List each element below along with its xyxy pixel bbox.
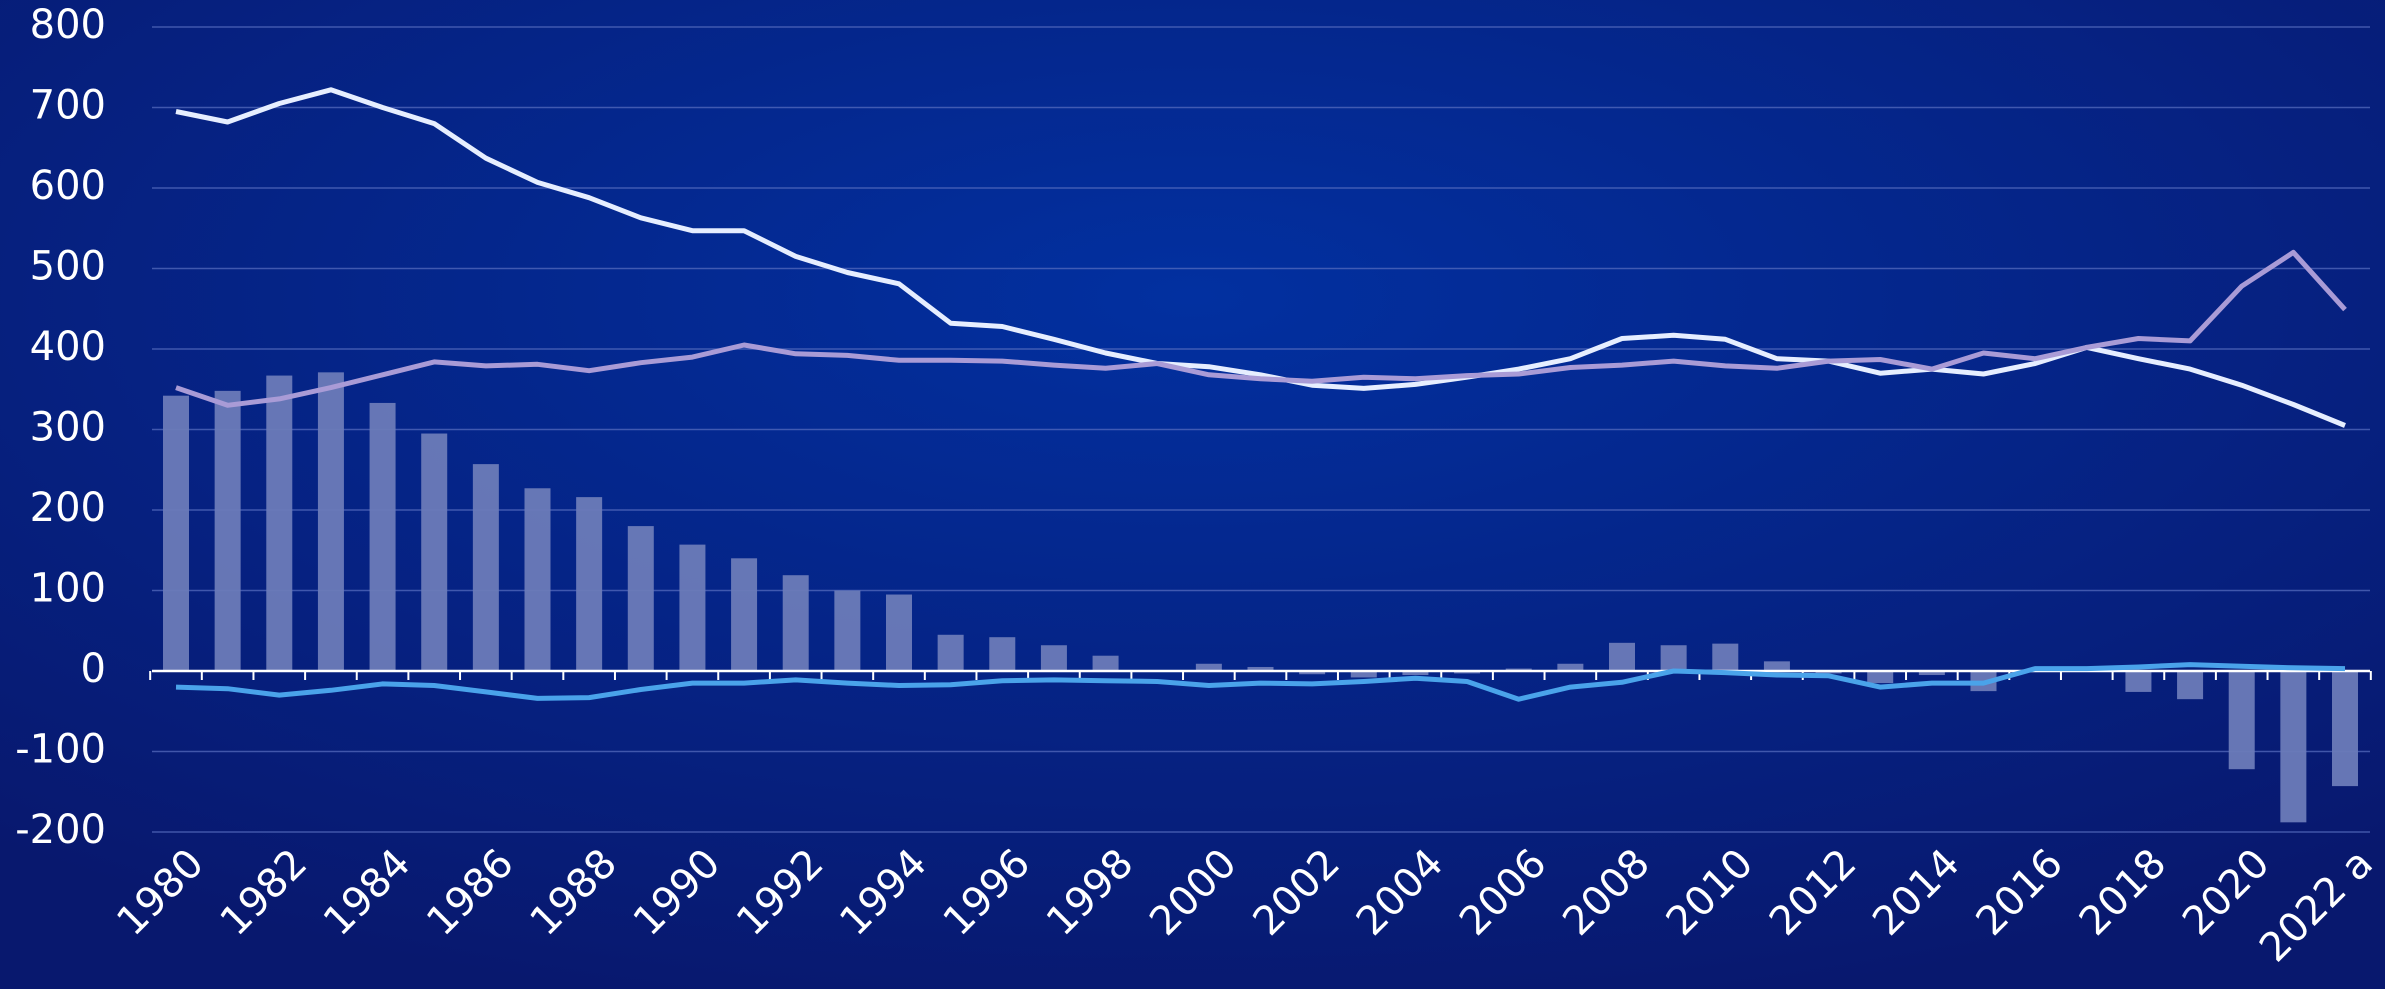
bar (2177, 671, 2204, 700)
bar (421, 433, 448, 671)
bar (369, 402, 396, 671)
bar (937, 634, 964, 671)
bar (317, 372, 344, 671)
line (175, 249, 2347, 408)
bar (1350, 671, 1377, 678)
bar (266, 375, 293, 671)
bar (524, 488, 551, 671)
bar (472, 464, 499, 671)
y-tick-label: 500 (30, 244, 106, 290)
bar (1609, 642, 1635, 671)
bar (1557, 663, 1584, 671)
y-tick-label: 300 (30, 405, 106, 451)
line (175, 662, 2346, 702)
y-tick-label: 200 (30, 485, 106, 531)
y-tick-label: 700 (30, 83, 106, 129)
bar (576, 497, 603, 671)
line (175, 87, 2346, 428)
y-tick-label: -200 (15, 807, 106, 853)
bar (1040, 645, 1067, 671)
bar (1402, 671, 1429, 676)
y-tick-label: 0 (81, 646, 106, 692)
bar (2280, 671, 2307, 823)
bar (1195, 663, 1222, 671)
bar (2125, 671, 2152, 692)
bar (731, 558, 758, 671)
bar (2228, 671, 2255, 770)
bar (1763, 661, 1790, 671)
bar (1918, 671, 1945, 676)
bar (782, 575, 809, 671)
y-tick-label: -100 (15, 727, 106, 773)
bar (1247, 666, 1274, 671)
bar (886, 594, 912, 671)
bar (214, 390, 241, 671)
bar (1660, 645, 1687, 671)
bar (989, 637, 1016, 671)
y-tick-label: 600 (30, 163, 106, 209)
bar (1092, 655, 1119, 671)
bar (1299, 671, 1326, 675)
y-tick-label: 100 (30, 566, 106, 612)
bar (1867, 671, 1894, 684)
y-tick-label: 800 (30, 2, 106, 48)
y-tick-label: 400 (30, 324, 106, 370)
bar (2332, 671, 2358, 787)
bar (163, 395, 189, 671)
bar (627, 526, 654, 671)
bar (1712, 643, 1739, 671)
bar (679, 544, 706, 671)
bar (834, 590, 861, 671)
